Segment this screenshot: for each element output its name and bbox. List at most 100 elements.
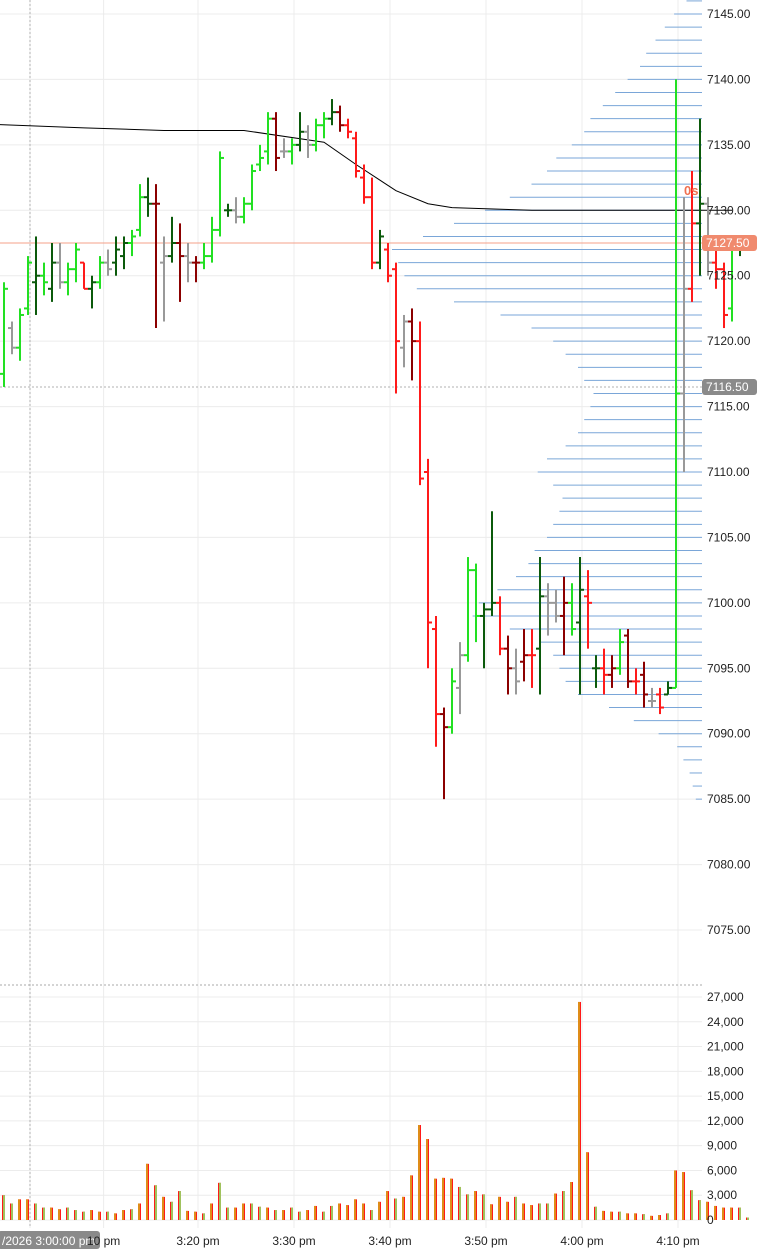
- ohlc-bar[interactable]: [576, 557, 584, 695]
- ohlc-bar[interactable]: [688, 171, 696, 302]
- volume-bar[interactable]: [354, 1199, 357, 1220]
- volume-bar[interactable]: [378, 1201, 381, 1220]
- ohlc-bar[interactable]: [264, 112, 272, 165]
- ohlc-bar[interactable]: [632, 668, 640, 695]
- ohlc-bar[interactable]: [88, 275, 96, 309]
- volume-bar[interactable]: [418, 1125, 421, 1220]
- ohlc-bar[interactable]: [560, 576, 568, 656]
- volume-bar[interactable]: [114, 1213, 117, 1220]
- volume-bar[interactable]: [218, 1182, 221, 1220]
- volume-bar[interactable]: [506, 1201, 509, 1220]
- ohlc-bar[interactable]: [8, 321, 16, 355]
- ohlc-bar[interactable]: [528, 629, 536, 688]
- ohlc-bar[interactable]: [240, 197, 248, 224]
- volume-bar[interactable]: [346, 1205, 349, 1220]
- volume-bar[interactable]: [2, 1195, 5, 1220]
- ohlc-bar[interactable]: [536, 557, 544, 695]
- volume-bar[interactable]: [106, 1211, 109, 1220]
- volume-bar[interactable]: [554, 1193, 557, 1220]
- volume-bar[interactable]: [26, 1199, 29, 1220]
- volume-bar[interactable]: [234, 1207, 237, 1220]
- volume-bar[interactable]: [330, 1205, 333, 1220]
- volume-bar[interactable]: [178, 1191, 181, 1220]
- volume-bar[interactable]: [338, 1203, 341, 1220]
- volume-bar[interactable]: [386, 1191, 389, 1220]
- ohlc-bar[interactable]: [112, 236, 120, 276]
- volume-bar[interactable]: [578, 1001, 581, 1220]
- ohlc-bar[interactable]: [368, 177, 376, 270]
- volume-bar[interactable]: [50, 1207, 53, 1220]
- ohlc-bar[interactable]: [184, 243, 192, 283]
- ohlc-bar[interactable]: [672, 79, 680, 689]
- ohlc-bar[interactable]: [592, 655, 600, 688]
- volume-bar[interactable]: [250, 1203, 253, 1220]
- volume-bar[interactable]: [18, 1199, 21, 1220]
- ohlc-bar[interactable]: [544, 583, 552, 636]
- ohlc-bar[interactable]: [320, 112, 328, 139]
- volume-bar[interactable]: [514, 1196, 517, 1220]
- ohlc-bar[interactable]: [656, 687, 664, 715]
- ohlc-bar[interactable]: [456, 642, 464, 715]
- volume-bar[interactable]: [474, 1191, 477, 1220]
- ohlc-bar[interactable]: [520, 629, 528, 682]
- ohlc-bar[interactable]: [464, 557, 472, 662]
- ohlc-bar[interactable]: [496, 596, 504, 656]
- ohlc-bar[interactable]: [272, 112, 280, 172]
- ohlc-bar[interactable]: [504, 635, 512, 695]
- volume-bar[interactable]: [322, 1211, 325, 1220]
- ohlc-bar[interactable]: [352, 131, 360, 178]
- ohlc-bar[interactable]: [336, 105, 344, 132]
- volume-bar[interactable]: [434, 1178, 437, 1220]
- ohlc-bar[interactable]: [296, 112, 304, 152]
- ohlc-bar[interactable]: [200, 243, 208, 270]
- ohlc-bar[interactable]: [392, 262, 400, 394]
- ohlc-bar[interactable]: [640, 661, 648, 708]
- volume-bar[interactable]: [66, 1207, 69, 1220]
- volume-bar[interactable]: [42, 1207, 45, 1220]
- volume-bar[interactable]: [618, 1211, 621, 1220]
- volume-bar[interactable]: [650, 1215, 653, 1220]
- ohlc-bar[interactable]: [440, 707, 448, 800]
- ohlc-bar[interactable]: [664, 681, 672, 696]
- volume-bar[interactable]: [706, 1201, 709, 1220]
- volume-bar[interactable]: [314, 1205, 317, 1220]
- volume-bar[interactable]: [242, 1203, 245, 1220]
- volume-bar[interactable]: [82, 1211, 85, 1220]
- volume-bar[interactable]: [666, 1213, 669, 1220]
- volume-bar[interactable]: [490, 1204, 493, 1220]
- ohlc-bar[interactable]: [96, 256, 104, 289]
- volume-bar[interactable]: [370, 1210, 373, 1220]
- volume-bar[interactable]: [538, 1203, 541, 1220]
- volume-bar[interactable]: [586, 1152, 589, 1220]
- ohlc-bar[interactable]: [696, 118, 704, 276]
- ohlc-bar[interactable]: [384, 243, 392, 283]
- volume-bar[interactable]: [458, 1186, 461, 1220]
- volume-bar[interactable]: [170, 1201, 173, 1220]
- ohlc-bar[interactable]: [616, 629, 624, 675]
- ohlc-bar[interactable]: [224, 203, 232, 217]
- volume-bar[interactable]: [466, 1194, 469, 1220]
- ohlc-bar[interactable]: [72, 243, 80, 283]
- volume-bar[interactable]: [194, 1211, 197, 1220]
- ohlc-bar[interactable]: [568, 583, 576, 636]
- ohlc-bar[interactable]: [512, 648, 520, 695]
- ohlc-bar[interactable]: [64, 262, 72, 296]
- ohlc-bar[interactable]: [56, 243, 64, 289]
- ohlc-bar[interactable]: [248, 164, 256, 211]
- ohlc-bar[interactable]: [304, 125, 312, 158]
- volume-bar[interactable]: [138, 1203, 141, 1220]
- volume-bar[interactable]: [146, 1163, 149, 1220]
- volume-bar[interactable]: [658, 1215, 661, 1220]
- volume-bar[interactable]: [730, 1207, 733, 1220]
- ohlc-bar[interactable]: [344, 118, 352, 139]
- volume-bar[interactable]: [202, 1213, 205, 1220]
- ohlc-bar[interactable]: [136, 184, 144, 237]
- ohlc-bar[interactable]: [104, 249, 112, 276]
- ohlc-bar[interactable]: [720, 262, 728, 329]
- volume-bar[interactable]: [274, 1210, 277, 1220]
- ohlc-bar[interactable]: [448, 668, 456, 734]
- ohlc-bar[interactable]: [232, 197, 240, 224]
- volume-bar[interactable]: [674, 1170, 677, 1220]
- ohlc-bar[interactable]: [24, 256, 32, 315]
